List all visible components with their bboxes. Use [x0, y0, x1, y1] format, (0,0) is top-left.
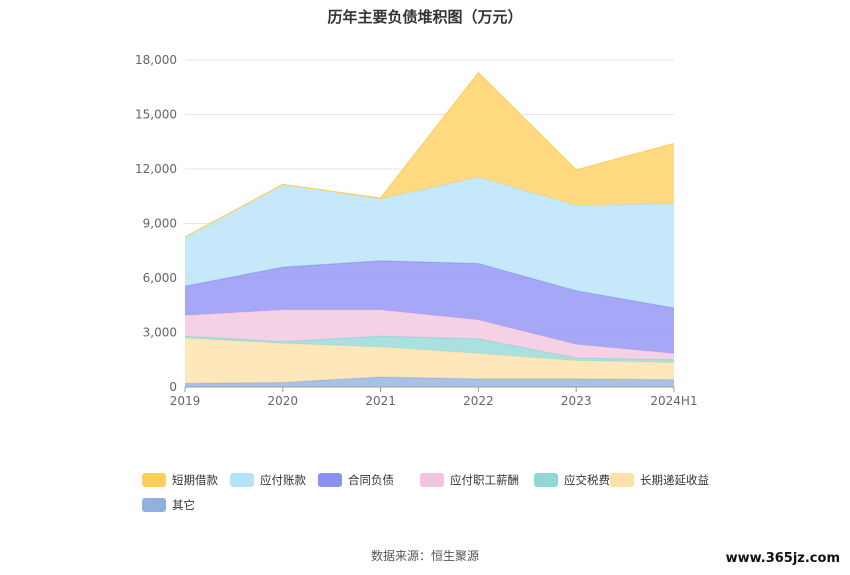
area-series-0 [185, 377, 674, 387]
y-tick-label: 18,000 [135, 53, 177, 67]
legend-item[interactable]: 其它 [142, 497, 195, 513]
area-series-6 [185, 72, 674, 238]
legend-label: 合同负债 [348, 473, 394, 487]
legend-item[interactable]: 合同负债 [318, 472, 394, 488]
source-note: 数据来源：恒生聚源 [370, 549, 479, 563]
area-series-line-6 [184, 71, 675, 238]
legend-item[interactable]: 应付职工薪酬 [420, 472, 519, 488]
legend-label: 应付职工薪酬 [450, 473, 519, 487]
y-tick-label: 0 [169, 380, 177, 394]
x-tick-label: 2019 [170, 394, 201, 408]
area-series-line-4 [184, 260, 675, 309]
legend-swatch [534, 473, 558, 487]
chart-title: 历年主要负债堆积图（万元） [327, 8, 523, 26]
area-series-5 [185, 177, 674, 308]
x-tick-label: 2024H1 [650, 394, 697, 408]
legend-swatch [230, 473, 254, 487]
legend-item[interactable]: 应交税费 [534, 472, 610, 488]
legend-label: 应交税费 [564, 473, 610, 487]
y-tick-label: 3,000 [143, 326, 177, 340]
legend-swatch [142, 473, 166, 487]
area-series [184, 71, 675, 387]
legend-swatch [142, 498, 166, 512]
y-tick-label: 9,000 [143, 217, 177, 231]
legend-swatch [318, 473, 342, 487]
legend-item[interactable]: 短期借款 [142, 472, 218, 488]
area-series-1 [185, 337, 674, 384]
area-series-3 [185, 309, 674, 360]
legend-label: 长期递延收益 [640, 473, 709, 487]
axes: 0 3,000 6,000 9,000 12,000 15,000 18,000 2019 20… [135, 53, 698, 408]
legend-label: 短期借款 [172, 473, 218, 487]
x-tick-label: 2022 [463, 394, 494, 408]
y-tick-label: 15,000 [135, 108, 177, 122]
legend-swatch [420, 473, 444, 487]
y-tick-label: 12,000 [135, 162, 177, 176]
legend-label: 应付账款 [260, 473, 306, 487]
watermark: www.365jz.com [725, 551, 840, 566]
legend-label: 其它 [172, 498, 195, 512]
x-tick-label: 2021 [365, 394, 396, 408]
y-tick-label: 6,000 [143, 271, 177, 285]
x-tick-label: 2023 [561, 394, 592, 408]
legend-swatch [610, 473, 634, 487]
x-tick-label: 2020 [268, 394, 299, 408]
legend-item[interactable]: 长期递延收益 [610, 472, 709, 488]
area-series-2 [185, 336, 674, 363]
legend-item[interactable]: 应付账款 [230, 472, 306, 488]
